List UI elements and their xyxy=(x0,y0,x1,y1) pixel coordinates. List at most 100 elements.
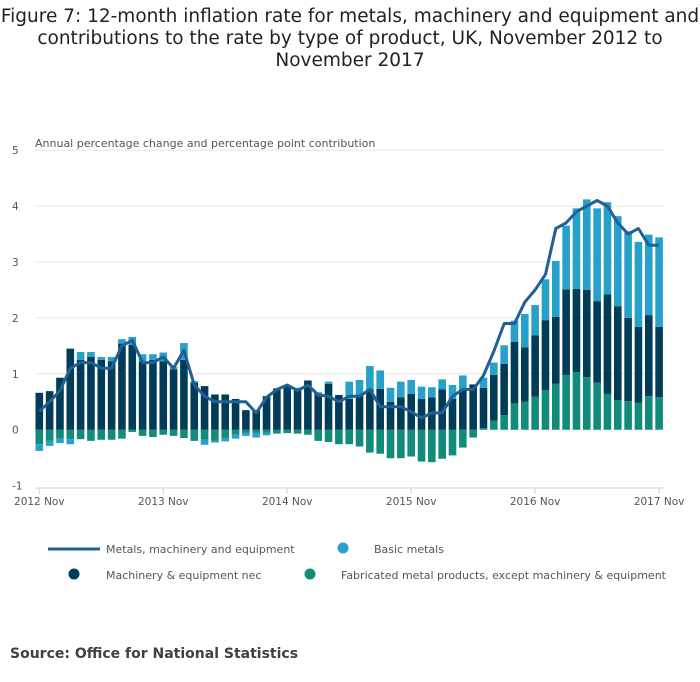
bar-basic-metals xyxy=(572,208,581,289)
bar-fabricated xyxy=(624,401,632,430)
bar-machinery xyxy=(655,326,663,398)
bar-machinery xyxy=(376,388,384,430)
bar-basic-metals xyxy=(417,386,426,399)
bar-fabricated xyxy=(355,429,364,447)
bar-machinery xyxy=(221,394,230,430)
bar-fabricated xyxy=(190,429,199,441)
bar-machinery xyxy=(448,398,457,430)
bar-machinery xyxy=(242,410,250,430)
chart-title-line: contributions to the rate by type of pro… xyxy=(37,28,663,49)
bar-fabricated xyxy=(572,372,581,430)
x-tick-label: 2014 Nov xyxy=(262,496,313,508)
legend-label: Fabricated metal products, except machin… xyxy=(341,569,667,582)
bar-fabricated xyxy=(469,429,477,438)
bar-basic-metals xyxy=(634,241,643,327)
legend-dot-fabricated xyxy=(304,568,316,580)
bar-fabricated xyxy=(562,374,570,430)
bar-machinery xyxy=(314,393,323,430)
bar-fabricated xyxy=(386,429,395,459)
bar-machinery xyxy=(634,326,643,403)
bars xyxy=(35,199,663,463)
bar-fabricated xyxy=(107,429,116,440)
bar-basic-metals xyxy=(562,225,570,290)
bar-fabricated xyxy=(438,429,446,459)
bar-basic-metals xyxy=(386,387,395,402)
bar-basic-metals xyxy=(448,384,457,399)
bar-machinery xyxy=(572,288,581,373)
bar-machinery xyxy=(262,396,271,430)
bar-fabricated xyxy=(552,383,560,430)
bar-machinery xyxy=(603,294,612,394)
bar-basic-metals xyxy=(593,208,601,302)
legend: Metals, machinery and equipment Basic met… xyxy=(48,542,667,582)
bar-basic-metals xyxy=(76,351,85,360)
bar-basic-metals xyxy=(45,440,54,446)
bar-machinery xyxy=(118,343,126,430)
bar-basic-metals xyxy=(118,339,126,344)
x-tick-label: 2015 Nov xyxy=(386,496,437,508)
bar-fabricated xyxy=(35,429,44,445)
bar-basic-metals xyxy=(262,432,271,436)
bar-machinery xyxy=(644,315,653,397)
bar-machinery xyxy=(200,386,209,430)
bar-fabricated xyxy=(490,420,498,430)
bar-basic-metals xyxy=(510,320,519,342)
x-tick-label: 2016 Nov xyxy=(510,496,561,508)
bar-fabricated xyxy=(169,429,178,436)
bar-fabricated xyxy=(118,429,126,439)
x-tick-label: 2012 Nov xyxy=(14,496,65,508)
bar-machinery xyxy=(582,289,591,378)
bar-machinery xyxy=(593,301,601,383)
bar-fabricated xyxy=(76,429,85,440)
bar-fabricated xyxy=(459,429,467,448)
bar-basic-metals xyxy=(541,279,550,321)
y-tick-label: 5 xyxy=(12,145,19,157)
y-tick-label: 4 xyxy=(12,201,19,213)
bar-basic-metals xyxy=(242,432,250,436)
bar-fabricated xyxy=(510,403,519,430)
y-tick-label: 2 xyxy=(12,313,19,325)
x-tick-label: 2013 Nov xyxy=(138,496,189,508)
bar-fabricated xyxy=(593,382,601,430)
bar-fabricated xyxy=(180,429,188,439)
legend-label: Metals, machinery and equipment xyxy=(106,543,295,556)
bar-fabricated xyxy=(531,396,539,430)
chart-title: Figure 7: 12-month inflation rate for me… xyxy=(0,6,700,72)
chart-title-line: November 2017 xyxy=(275,50,425,71)
bar-fabricated xyxy=(221,429,230,439)
bar-basic-metals xyxy=(314,392,323,394)
bar-machinery xyxy=(76,359,85,430)
x-axis: 2012 Nov 2013 Nov 2014 Nov 2015 Nov 2016 Nov… xyxy=(14,487,684,508)
bar-fabricated xyxy=(376,429,384,454)
bar-fabricated xyxy=(366,429,374,453)
bar-machinery xyxy=(345,398,353,430)
y-tick-label: -1 xyxy=(12,481,22,493)
bar-basic-metals xyxy=(655,237,663,327)
bar-machinery xyxy=(211,394,219,430)
bar-fabricated xyxy=(159,429,168,435)
bar-basic-metals xyxy=(613,216,622,307)
y-tick-label: 3 xyxy=(12,257,19,269)
bar-machinery xyxy=(128,344,137,430)
y-tick-label: 0 xyxy=(12,425,19,437)
bar-machinery xyxy=(231,398,240,430)
bar-basic-metals xyxy=(221,438,230,442)
bar-machinery xyxy=(107,361,116,430)
bar-fabricated xyxy=(283,429,292,434)
bar-basic-metals xyxy=(355,379,364,396)
bar-fabricated xyxy=(644,396,653,430)
bar-machinery xyxy=(273,388,281,430)
bar-fabricated xyxy=(324,429,333,442)
bar-fabricated xyxy=(262,429,271,433)
bar-machinery xyxy=(180,359,188,430)
bar-machinery xyxy=(324,383,333,430)
y-tick-label: 1 xyxy=(12,369,19,381)
bar-machinery xyxy=(335,395,343,430)
bar-basic-metals xyxy=(97,357,106,360)
bar-basic-metals xyxy=(397,381,405,398)
bar-basic-metals xyxy=(107,357,116,362)
bar-basic-metals xyxy=(231,434,240,439)
bar-basic-metals xyxy=(624,231,632,318)
bar-machinery xyxy=(304,380,312,430)
bar-fabricated xyxy=(448,429,457,456)
